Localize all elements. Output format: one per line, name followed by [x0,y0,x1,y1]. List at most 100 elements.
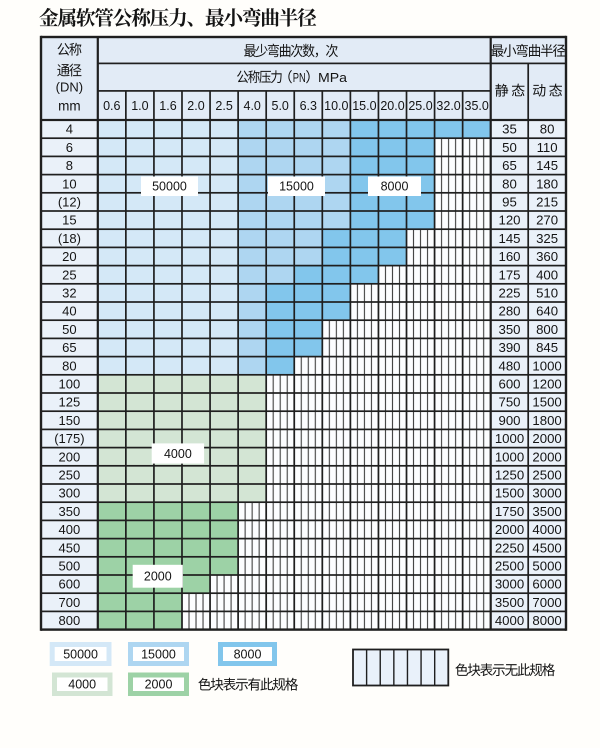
svg-text:6: 6 [66,140,73,155]
svg-text:mm: mm [58,98,81,113]
svg-text:32.0: 32.0 [436,99,460,113]
svg-text:65: 65 [502,158,517,173]
svg-text:4000: 4000 [164,447,192,461]
svg-text:2000: 2000 [145,678,173,692]
svg-text:20.0: 20.0 [380,99,404,113]
svg-text:(175): (175) [54,431,84,446]
svg-text:15000: 15000 [279,180,314,194]
svg-text:160: 160 [498,249,520,264]
svg-text:500: 500 [59,559,81,574]
svg-text:2500: 2500 [495,559,524,574]
svg-text:700: 700 [59,595,81,610]
svg-text:10.0: 10.0 [324,99,348,113]
svg-text:215: 215 [536,195,558,210]
svg-text:1500: 1500 [495,486,524,501]
svg-text:3000: 3000 [532,486,561,501]
svg-text:50000: 50000 [63,647,98,661]
svg-text:8000: 8000 [234,647,262,661]
svg-text:600: 600 [59,577,81,592]
svg-text:1.0: 1.0 [131,99,148,113]
svg-text:6000: 6000 [532,577,561,592]
svg-text:1750: 1750 [495,504,524,519]
svg-text:120: 120 [498,213,520,228]
svg-text:1000: 1000 [495,431,524,446]
svg-text:175: 175 [498,267,520,282]
svg-text:4.0: 4.0 [244,99,261,113]
svg-text:50000: 50000 [152,180,187,194]
svg-text:8000: 8000 [381,180,409,194]
svg-text:2500: 2500 [532,468,561,483]
svg-text:6.3: 6.3 [300,99,317,113]
svg-text:3500: 3500 [532,504,561,519]
svg-text:1000: 1000 [532,358,561,373]
svg-text:2250: 2250 [495,540,524,555]
svg-text:150: 150 [59,413,81,428]
svg-text:(12): (12) [58,195,81,210]
svg-text:15000: 15000 [141,647,176,661]
svg-text:1200: 1200 [532,377,561,392]
svg-text:8000: 8000 [532,613,561,628]
svg-text:4000: 4000 [495,613,524,628]
svg-text:400: 400 [536,267,558,282]
svg-text:MPa: MPa [318,70,348,85]
svg-text:2000: 2000 [532,431,561,446]
svg-text:25.0: 25.0 [408,99,432,113]
svg-text:(18): (18) [58,231,81,246]
svg-text:800: 800 [536,322,558,337]
svg-text:270: 270 [536,213,558,228]
svg-text:0.6: 0.6 [103,99,120,113]
svg-text:300: 300 [59,486,81,501]
svg-text:1250: 1250 [495,468,524,483]
svg-text:8: 8 [66,158,73,173]
svg-text:65: 65 [62,340,76,355]
svg-text:35: 35 [502,122,517,137]
svg-text:360: 360 [536,249,558,264]
svg-text:1000: 1000 [495,449,524,464]
svg-text:15.0: 15.0 [352,99,376,113]
svg-text:480: 480 [498,358,520,373]
svg-text:80: 80 [540,122,555,137]
svg-text:4000: 4000 [68,678,96,692]
svg-text:50: 50 [62,322,76,337]
svg-text:640: 640 [536,304,558,319]
svg-text:15: 15 [62,213,76,228]
svg-text:110: 110 [537,140,558,155]
svg-text:80: 80 [502,176,517,191]
svg-text:7000: 7000 [532,595,561,610]
svg-text:180: 180 [536,176,558,191]
svg-text:2.5: 2.5 [215,99,232,113]
svg-text:32: 32 [62,286,76,301]
svg-text:225: 225 [498,286,520,301]
svg-text:25: 25 [62,267,76,282]
svg-text:5000: 5000 [532,559,561,574]
svg-text:845: 845 [536,340,558,355]
svg-text:145: 145 [498,231,520,246]
svg-text:4500: 4500 [532,540,561,555]
svg-text:100: 100 [59,377,81,392]
svg-text:2000: 2000 [144,570,172,584]
svg-text:5.0: 5.0 [272,99,289,113]
svg-text:80: 80 [62,358,76,373]
svg-text:250: 250 [59,468,81,483]
svg-text:390: 390 [498,340,520,355]
svg-text:35.0: 35.0 [465,99,489,113]
svg-text:1.6: 1.6 [159,99,176,113]
svg-text:900: 900 [498,413,520,428]
svg-text:325: 325 [536,231,558,246]
svg-text:280: 280 [498,304,520,319]
svg-text:95: 95 [502,195,517,210]
svg-text:3500: 3500 [495,595,524,610]
svg-text:350: 350 [498,322,520,337]
svg-text:145: 145 [536,158,558,173]
svg-text:40: 40 [62,304,76,319]
svg-text:3000: 3000 [495,577,524,592]
svg-text:125: 125 [59,395,81,410]
svg-text:4: 4 [66,122,73,137]
svg-text:600: 600 [498,377,520,392]
svg-text:50: 50 [502,140,517,155]
svg-text:4000: 4000 [532,522,561,537]
svg-text:1500: 1500 [532,395,561,410]
svg-text:(DN): (DN) [56,79,83,94]
svg-text:2000: 2000 [532,449,561,464]
svg-text:800: 800 [59,613,81,628]
